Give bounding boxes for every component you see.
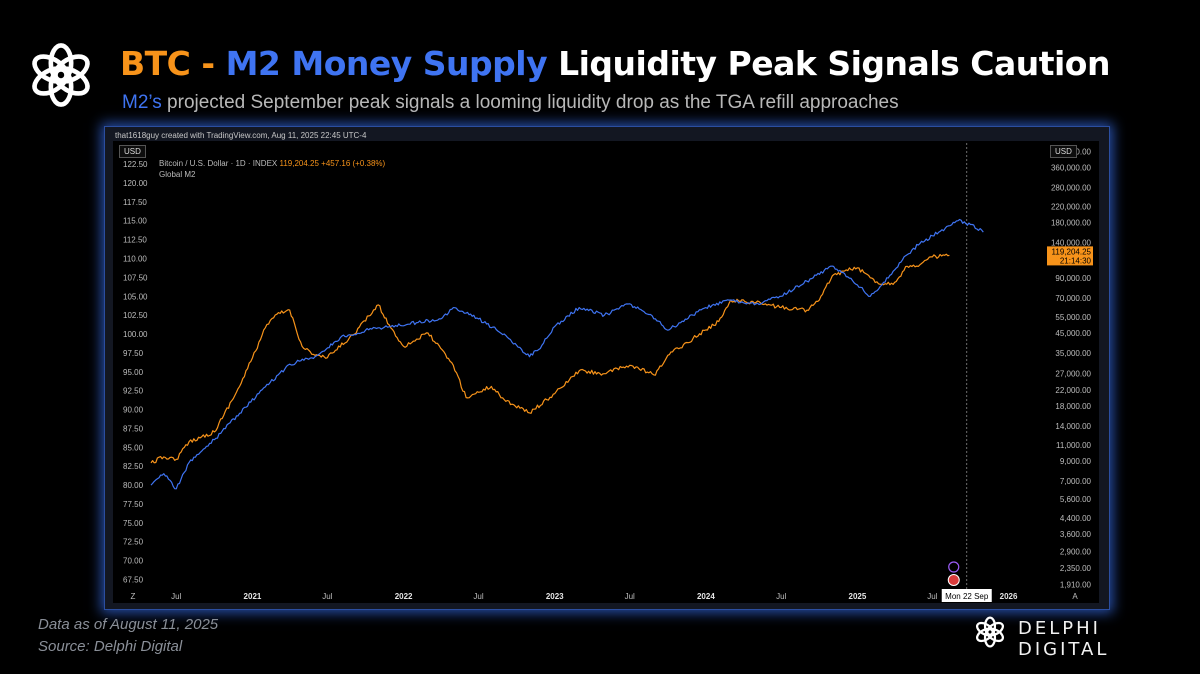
right-axis-tick: 27,000.00 [1055,370,1091,379]
x-axis-tick: 2022 [395,592,413,601]
x-axis-tick: Jul [322,592,332,601]
subtitle-text: projected September peak signals a loomi… [161,92,899,113]
right-axis-tick: 2,350.00 [1060,564,1092,573]
chart-svg[interactable]: 67.50 70.00 72.50 75.00 77.50 80.00 82.50 85.00… [113,141,1099,603]
currency-right[interactable]: USD [1050,145,1077,158]
x-axis-tick: 2023 [546,592,564,601]
x-axis-tick: 2024 [697,592,715,601]
title-rest: Liquidity Peak Signals Caution [547,44,1110,83]
legend-last-price: 119,204.25 +457.16 (+0.38%) [279,159,386,168]
left-axis-tick: 120.00 [123,179,148,188]
title-sep: - [190,44,226,83]
left-axis-tick: 107.50 [123,273,148,282]
x-axis-tick: 2025 [849,592,867,601]
right-axis-tick: 90,000.00 [1055,274,1091,283]
right-axis-tick: 9,000.00 [1060,457,1092,466]
data-source: Source: Delphi Digital [38,638,183,655]
left-axis-tick: 72.50 [123,538,144,547]
right-axis-tick: 35,000.00 [1055,349,1091,358]
left-axis-tick: 97.50 [123,349,144,358]
right-axis-tick: 45,000.00 [1055,329,1091,338]
series-line-bitcoin [150,253,950,464]
right-axis-tick: 70,000.00 [1055,294,1091,303]
chart-panel[interactable]: 67.50 70.00 72.50 75.00 77.50 80.00 82.50 85.00… [113,141,1099,603]
x-axis-tick: Jul [625,592,635,601]
left-axis-tick: 75.00 [123,519,144,528]
crosshair-date-box [941,589,992,602]
left-axis-tick: 95.00 [123,368,144,377]
right-axis-tick: 180,000.00 [1051,219,1092,228]
delphi-logo [32,43,90,107]
event-flag-icon [947,574,960,586]
event-lightning-icon [948,561,960,573]
right-axis-tick: 360,000.00 [1051,163,1092,172]
right-axis-tick: 18,000.00 [1055,402,1091,411]
subtitle-highlight: M2’s [122,92,162,113]
left-axis-tick: 87.50 [123,424,144,433]
left-axis-tick: 80.00 [123,481,144,490]
left-axis-tick: 117.50 [123,198,147,207]
page-title: BTC - M2 Money Supply Liquidity Peak Sig… [120,44,1110,83]
series-line-global-m2 [150,218,984,490]
left-axis-tick: 85.00 [123,443,144,452]
left-axis-tick: 82.50 [123,462,144,471]
x-axis-corner-left: Z [131,592,136,601]
left-axis-tick: 112.50 [123,236,147,245]
price-tag-value: 119,204.25 [1052,247,1092,256]
tradingview-credit: that1618guy created with TradingView.com… [115,131,367,140]
right-axis-tick: 220,000.00 [1051,203,1092,212]
left-axis-tick: 67.50 [123,575,144,584]
legend-symbol: Bitcoin / U.S. Dollar · 1D · INDEX 119,2… [159,159,385,168]
left-axis-tick: 122.50 [123,160,148,169]
delphi-brand-icon [976,616,1004,648]
left-axis-tick: 70.00 [123,557,144,566]
right-axis-tick: 1,910.00 [1060,581,1092,590]
right-axis-tick: 2,900.00 [1060,547,1092,556]
right-axis-tick: 4,400.00 [1060,514,1092,523]
left-axis-tick: 105.00 [123,292,148,301]
x-axis-tick: Jul [171,592,181,601]
right-axis-tick: 140,000.00 [1051,239,1092,248]
x-axis-tick: Jul [776,592,786,601]
right-axis-tick: 11,000.00 [1056,441,1092,450]
price-tag-time: 21:14:30 [1060,256,1092,265]
crosshair-date-label: Mon 22 Sep [945,592,989,601]
title-m2: M2 Money Supply [225,44,548,83]
brand-name: DELPHI DIGITAL [1018,618,1110,660]
legend-series2: Global M2 [159,170,196,179]
right-axis-tick: 55,000.00 [1055,313,1091,322]
right-axis-tick: 280,000.00 [1051,183,1092,192]
left-axis-tick: 102.50 [123,311,148,320]
right-axis-tick: 7,000.00 [1060,477,1092,486]
right-axis-tick: 5,600.00 [1060,495,1092,504]
legend-symbol-name: Bitcoin / U.S. Dollar · 1D · INDEX [159,159,278,168]
x-axis-tick: Jul [927,592,937,601]
currency-left[interactable]: USD [119,145,146,158]
right-axis-tick: 14,000.00 [1055,422,1091,431]
x-axis-tick: Jul [473,592,483,601]
chart-frame: that1618guy created with TradingView.com… [104,126,1110,610]
right-axis-tick: 3,600.00 [1060,530,1092,539]
price-tag-box [1047,246,1093,266]
right-axis-tick: 22,000.00 [1055,386,1091,395]
x-axis-corner-right: A [1072,592,1078,601]
left-axis-tick: 115.00 [123,217,147,226]
page-subtitle: M2’s projected September peak signals a … [122,92,899,114]
left-axis-tick: 90.00 [123,406,144,415]
data-date: Data as of August 11, 2025 [38,616,219,633]
left-axis-tick: 110.00 [123,255,147,264]
left-axis-tick: 100.00 [123,330,148,339]
left-axis-tick: 92.50 [123,387,144,396]
x-axis-tick: 2026 [1000,592,1018,601]
x-axis-tick: 2021 [244,592,262,601]
title-btc: BTC [120,44,191,83]
left-axis-tick: 77.50 [123,500,144,509]
